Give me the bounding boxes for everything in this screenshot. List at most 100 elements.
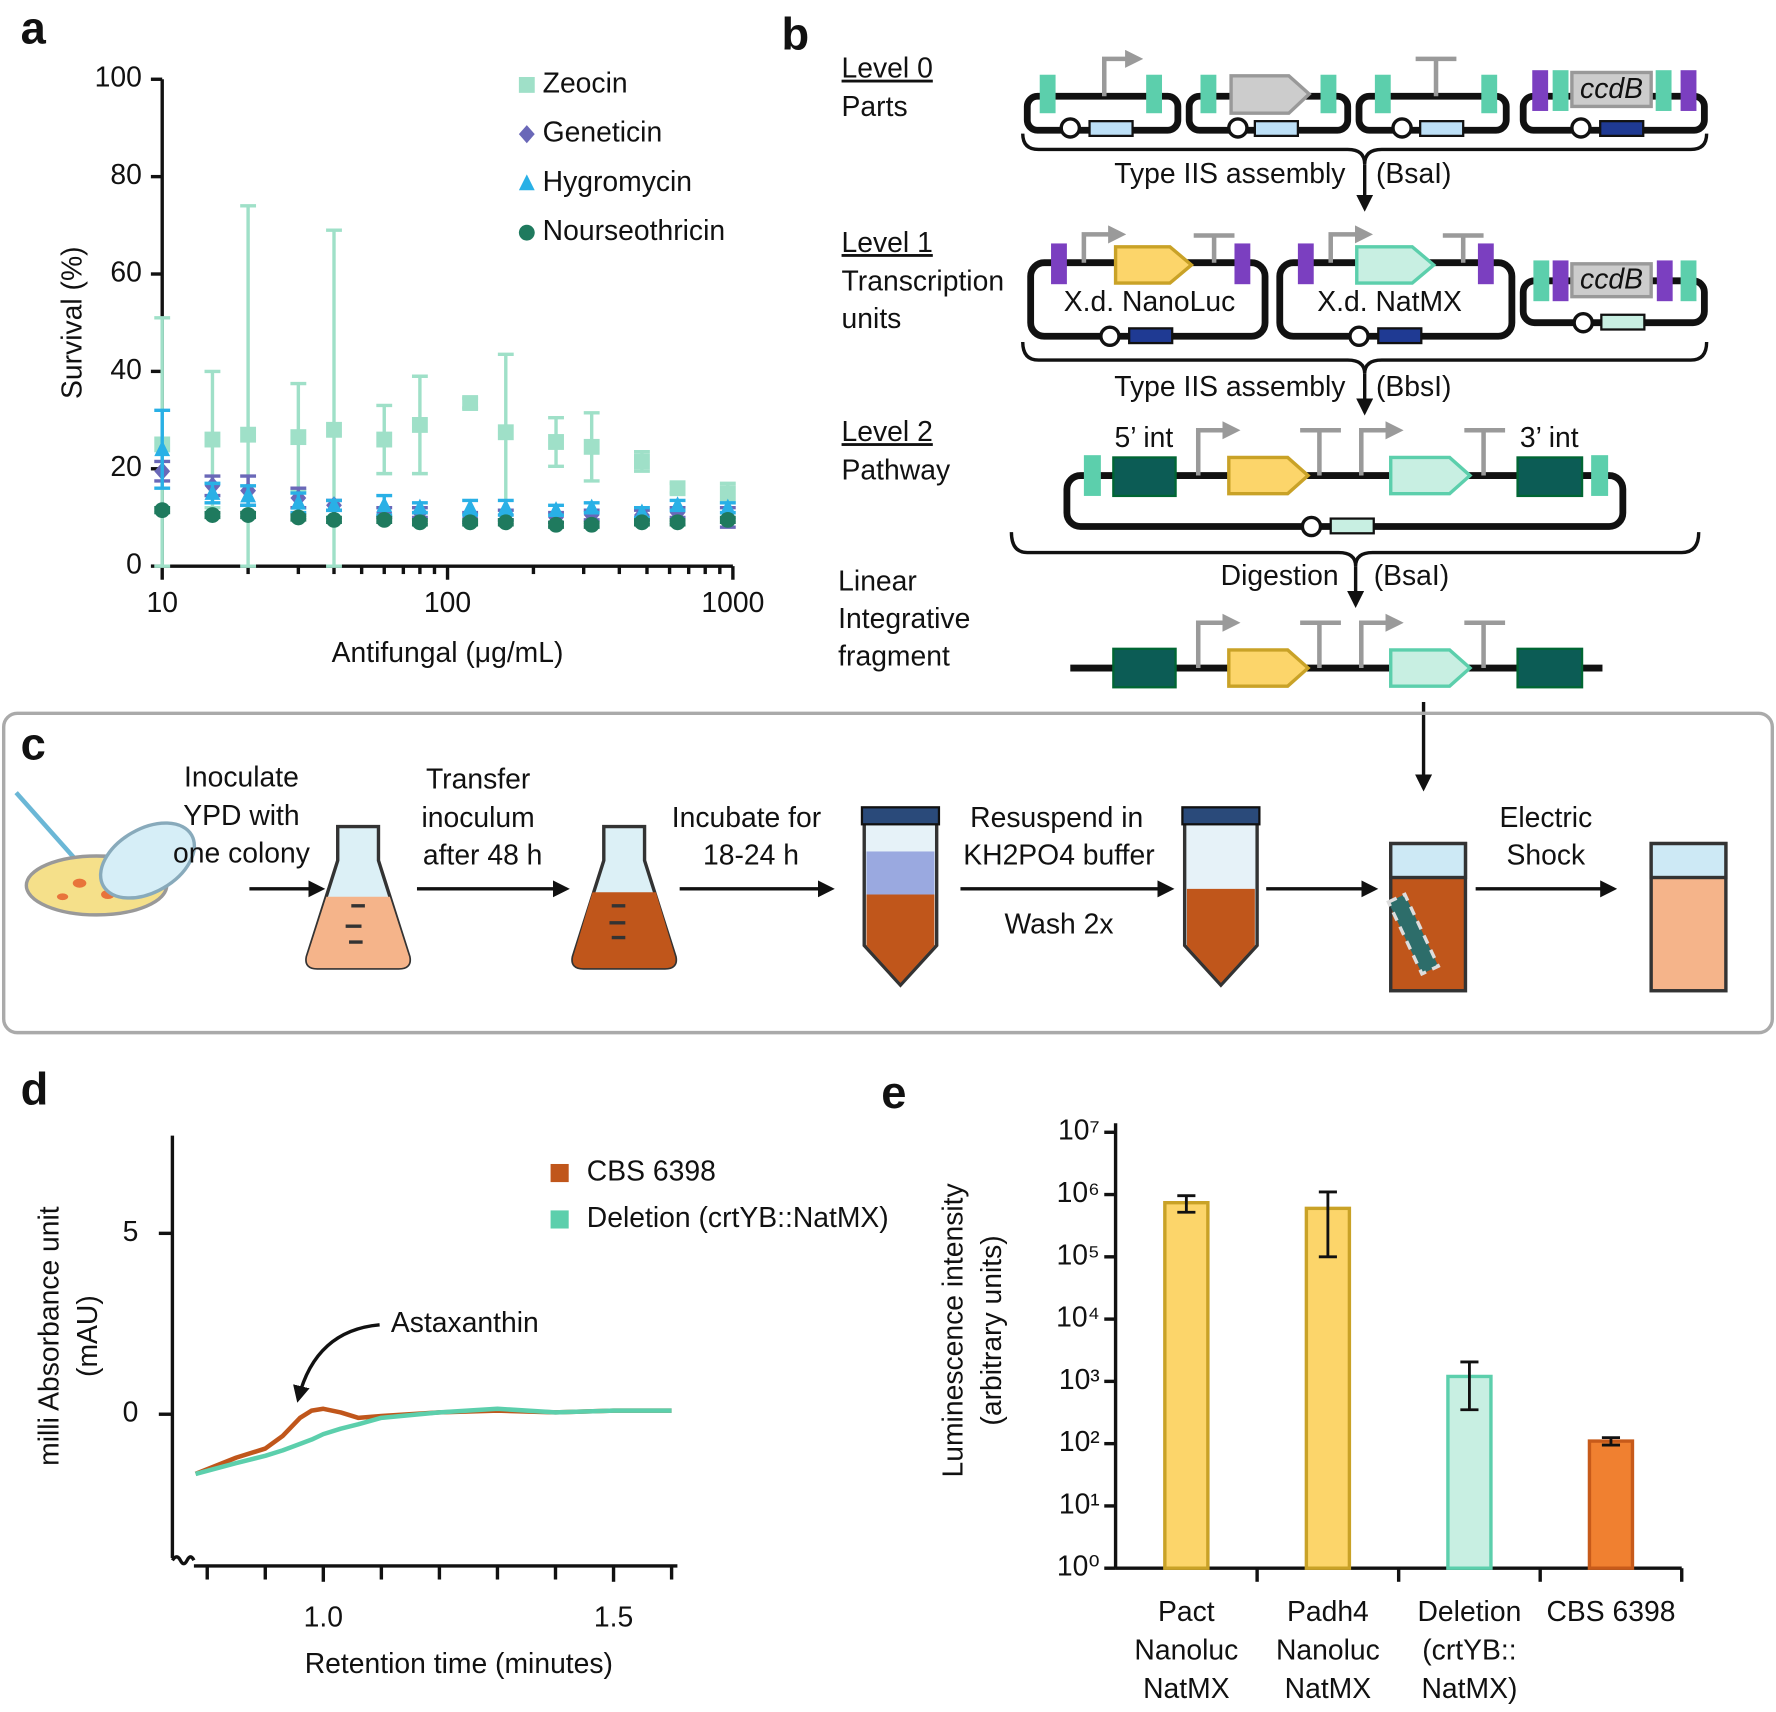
y-tick-label: 10³ — [1059, 1363, 1100, 1395]
step-text: Shock — [1507, 839, 1586, 871]
step-label: Type IIS assembly — [1114, 157, 1346, 189]
marker — [240, 486, 257, 503]
marker — [497, 424, 514, 441]
marker — [497, 498, 514, 515]
y-tick-label: 0 — [126, 548, 142, 580]
marker — [583, 516, 600, 533]
y-tick-label: 0 — [123, 1396, 139, 1428]
y-axis-label: Survival (%) — [55, 246, 87, 399]
series-line — [194, 1406, 672, 1477]
x-tick-label: Pact — [1158, 1595, 1215, 1627]
marker — [290, 493, 307, 510]
legend-label: Geneticin — [543, 116, 663, 148]
x-tick-label: NatMX) — [1421, 1672, 1517, 1704]
panel-label: a — [21, 3, 47, 54]
gene-label: ccdB — [1580, 262, 1643, 294]
marker — [411, 498, 428, 515]
level-label: Level 0 — [842, 52, 933, 84]
error-bar — [1318, 1190, 1337, 1259]
y-axis-label: (mAU) — [71, 1295, 103, 1377]
axis-break — [170, 1555, 196, 1566]
y-tick-label: 80 — [110, 158, 141, 190]
panel-label: e — [881, 1067, 906, 1118]
protocol: Inoculate YPD with one colony Transfer i… — [1, 711, 1775, 1035]
marker — [240, 426, 257, 443]
x-tick-label: 1000 — [701, 586, 764, 618]
site-label: 5’ int — [1115, 421, 1174, 453]
gene-label: ccdB — [1580, 72, 1643, 104]
panel-label: c — [21, 718, 46, 769]
level-label: Linear — [838, 565, 917, 597]
step-label: Type IIS assembly — [1114, 370, 1346, 402]
bar — [1163, 1200, 1210, 1570]
site-label: 3’ int — [1520, 421, 1579, 453]
marker — [462, 498, 479, 515]
x-tick-label: Nanoluc — [1134, 1633, 1238, 1665]
marker — [548, 516, 564, 533]
marker — [548, 501, 564, 517]
marker — [204, 507, 221, 523]
y-tick-label: 10¹ — [1059, 1487, 1100, 1519]
x-tick-label: Nanoluc — [1276, 1633, 1380, 1665]
y-axis-label: milli Absorbance unit — [33, 1206, 65, 1466]
x-tick-label: NatMX — [1285, 1672, 1372, 1704]
marker — [154, 502, 171, 519]
level-label: Level 2 — [842, 415, 933, 447]
marker — [719, 498, 736, 515]
marker — [411, 417, 428, 433]
cloning-diagram: Level 0 Parts ccdB Type IIS assembly (Bs… — [838, 49, 1709, 792]
marker — [518, 174, 535, 191]
step-label: (BsaI) — [1374, 559, 1449, 591]
marker — [204, 431, 221, 448]
step-text: inoculum — [421, 801, 534, 833]
marker — [583, 438, 600, 455]
unit-label: X.d. NatMX — [1317, 285, 1462, 317]
step-label: (BbsI) — [1376, 370, 1451, 402]
marker — [376, 511, 393, 528]
marker — [240, 507, 257, 523]
marker — [462, 514, 479, 531]
step-text: after 48 h — [423, 839, 543, 871]
level-label: Transcription — [842, 265, 1005, 297]
panel-label: b — [782, 8, 810, 59]
step-text: Incubate for — [672, 801, 821, 833]
y-axis-label: (arbitrary units) — [975, 1235, 1007, 1425]
marker — [518, 76, 535, 93]
marker — [548, 434, 564, 450]
marker — [497, 514, 514, 531]
marker — [583, 498, 600, 515]
x-tick-label: NatMX — [1143, 1672, 1230, 1704]
legend-label: Zeocin — [543, 66, 628, 98]
panel-label: d — [21, 1064, 49, 1115]
x-tick-label: 10 — [146, 586, 177, 618]
annotation-arrow — [293, 1323, 380, 1403]
marker — [376, 496, 393, 513]
marker — [290, 429, 307, 446]
x-axis-label: Retention time (minutes) — [305, 1647, 613, 1679]
step-text: 18-24 h — [703, 839, 799, 871]
level-label: units — [842, 302, 902, 334]
step-text: KH2PO4 buffer — [963, 839, 1154, 871]
marker — [326, 511, 342, 528]
level-label: Integrative — [838, 602, 970, 634]
y-tick-label: 10⁶ — [1057, 1176, 1100, 1208]
y-tick-label: 20 — [110, 450, 141, 482]
step-label: Digestion — [1221, 559, 1339, 591]
y-tick-label: 60 — [110, 255, 141, 287]
marker — [154, 440, 171, 457]
x-tick-label: 1.5 — [594, 1601, 633, 1633]
y-tick-label: 10² — [1059, 1425, 1100, 1457]
marker — [518, 224, 535, 241]
x-tick-label: 1.0 — [304, 1601, 343, 1633]
legend-swatch — [550, 1163, 569, 1183]
y-tick-label: 10⁵ — [1057, 1238, 1100, 1270]
marker — [290, 509, 307, 526]
error-bar — [1177, 1194, 1196, 1214]
level-label: fragment — [838, 639, 950, 671]
error-bar — [1601, 1436, 1621, 1447]
step-text: YPD with — [183, 799, 299, 831]
level-label: Pathway — [842, 454, 951, 486]
x-tick-label: Padh4 — [1287, 1595, 1369, 1627]
error-bar — [1460, 1360, 1479, 1412]
